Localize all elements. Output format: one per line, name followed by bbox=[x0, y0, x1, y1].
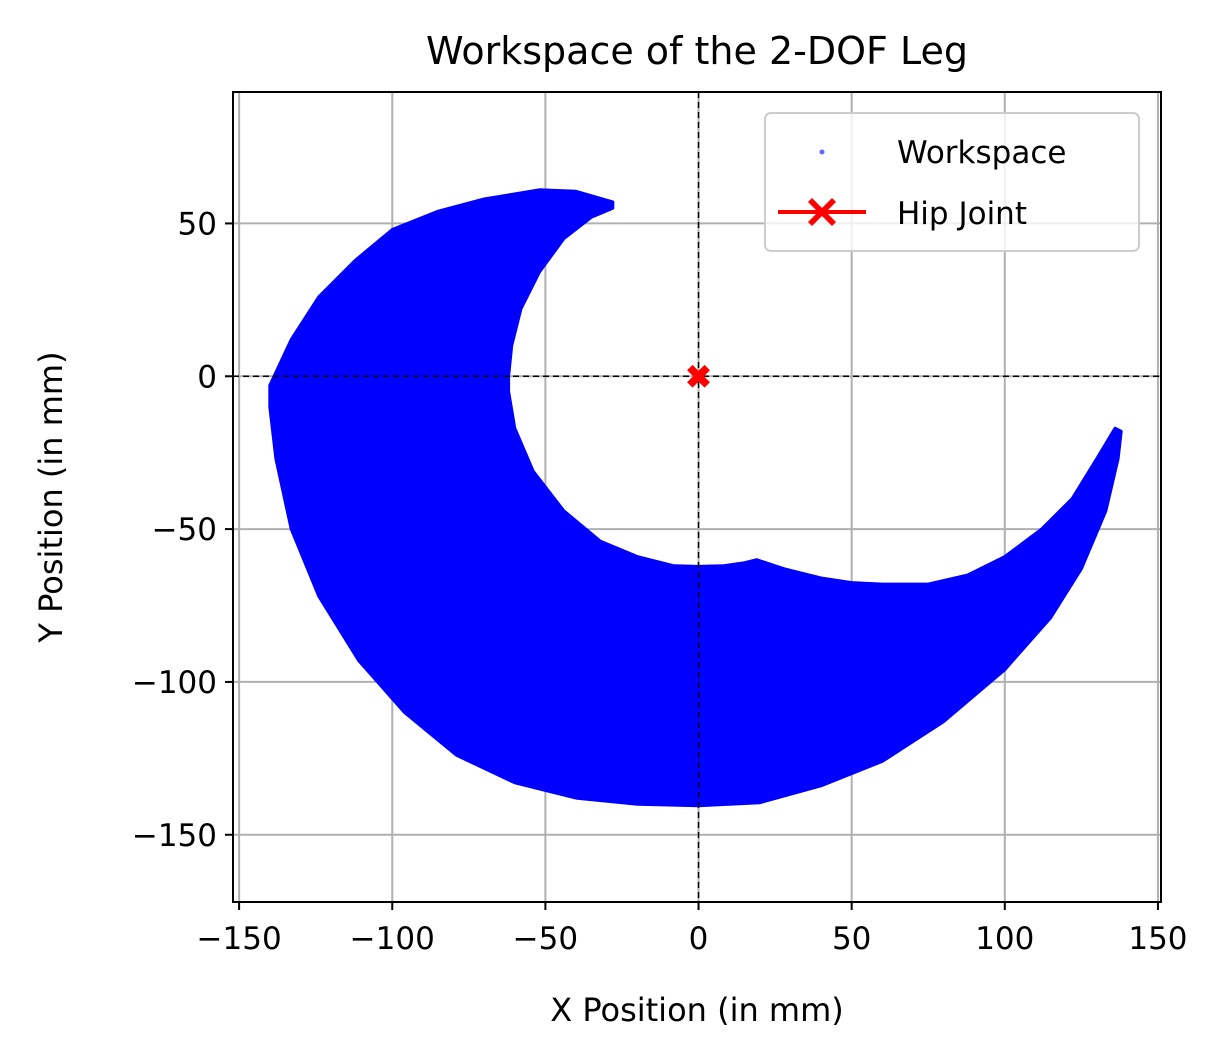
legend-box bbox=[764, 112, 1140, 252]
legend-workspace-label: Workspace bbox=[897, 135, 1066, 171]
legend-hip-label: Hip Joint bbox=[897, 196, 1027, 232]
x-tick-label: −50 bbox=[513, 921, 578, 957]
y-tick-label: −50 bbox=[152, 512, 217, 548]
x-tick-label: −150 bbox=[197, 921, 282, 957]
y-axis-label: Y Position (in mm) bbox=[32, 351, 70, 643]
plot-frame bbox=[232, 91, 1162, 903]
ticks: −150 −100 −50 0 50 100 150 −150 −100 −50 0 50 bbox=[132, 206, 1188, 957]
x-tick-label: 150 bbox=[1128, 921, 1187, 957]
x-axis-label: X Position (in mm) bbox=[550, 991, 844, 1029]
y-tick-label: −100 bbox=[132, 665, 217, 701]
y-tick-label: 50 bbox=[178, 206, 217, 242]
workspace-region bbox=[268, 188, 1123, 808]
x-tick-label: 0 bbox=[689, 921, 709, 957]
y-tick-label: −150 bbox=[132, 818, 217, 854]
x-tick-label: 50 bbox=[832, 921, 871, 957]
data-layer bbox=[233, 92, 1161, 902]
x-tick-label: 100 bbox=[975, 921, 1034, 957]
legend: Workspace Hip Joint bbox=[764, 112, 1140, 252]
legend-hip-marker bbox=[808, 198, 836, 226]
legend-workspace-marker bbox=[819, 149, 825, 155]
y-tick-label: 0 bbox=[197, 359, 217, 395]
chart-title: Workspace of the 2-DOF Leg bbox=[426, 29, 968, 73]
hip-joint-marker bbox=[687, 364, 710, 388]
x-tick-label: −100 bbox=[350, 921, 435, 957]
